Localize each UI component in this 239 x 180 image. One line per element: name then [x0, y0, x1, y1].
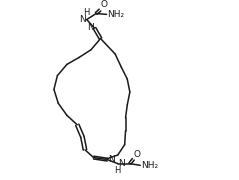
- Text: N: N: [108, 155, 115, 164]
- Text: H: H: [114, 166, 121, 175]
- Text: H: H: [83, 8, 89, 17]
- Text: N: N: [87, 23, 94, 32]
- Text: N: N: [118, 159, 125, 168]
- Text: N: N: [79, 15, 86, 24]
- Text: O: O: [134, 150, 141, 159]
- Text: O: O: [101, 0, 108, 9]
- Text: NH₂: NH₂: [107, 10, 124, 19]
- Text: NH₂: NH₂: [141, 161, 158, 170]
